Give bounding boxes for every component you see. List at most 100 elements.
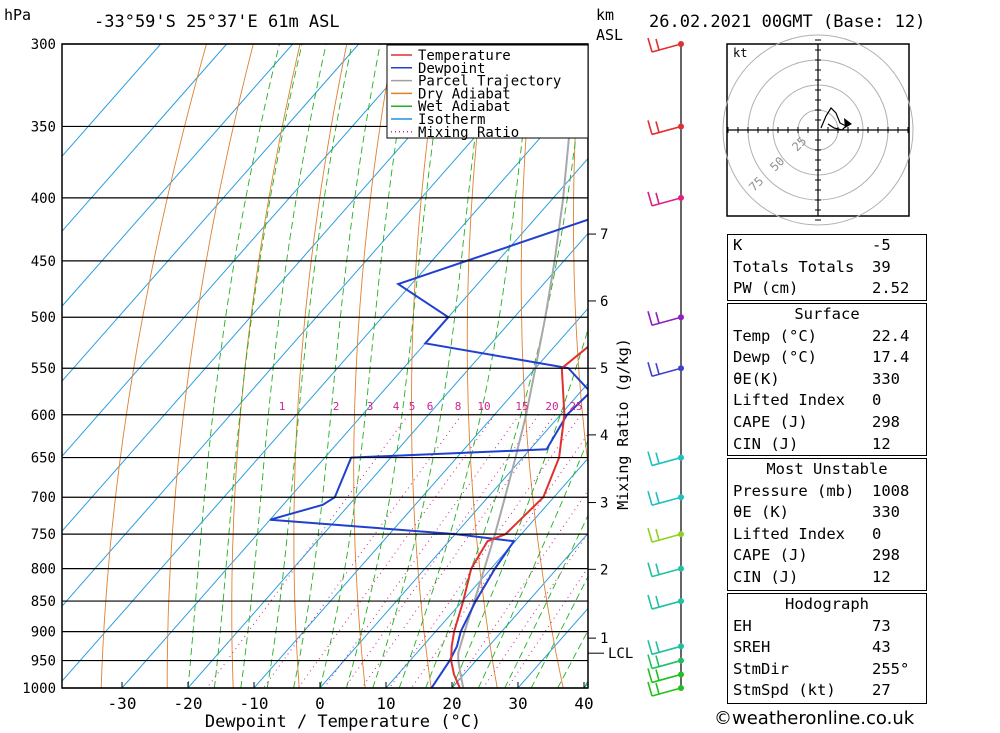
pressure-unit: hPa [4,6,32,24]
table-row: Lifted Index 0 [728,390,926,412]
wind-barb-flag [647,681,653,697]
wind-barb-shaft [651,687,682,697]
pressure-tick-label: 750 [31,527,56,543]
wind-barb-flag [655,682,660,695]
storm-motion-arrow [844,118,852,128]
table-row: θE(K) 330 [728,369,926,391]
pressure-tick-label: 850 [31,594,56,610]
temperature-tick-label: -20 [174,694,203,713]
row-value: 17.4 [872,348,910,367]
wind-barb [647,311,684,327]
wind-barb-shaft [651,43,682,53]
wind-barb-flag [655,312,660,324]
height-tick-label: 1 [600,631,608,647]
wind-barb-shaft [651,600,682,610]
wind-barb-flag [647,37,653,53]
table-title: Surface [794,305,860,323]
wind-barb-flag [655,363,660,375]
row-value: 0 [872,524,882,543]
table-title: Most Unstable [766,460,888,478]
station-location: -33°59'S 25°37'E 61m ASL [94,12,340,32]
row-label: Temp (°C) [733,326,817,345]
wind-barb [647,120,684,136]
wind-barb-flag [647,490,653,506]
wind-barb [647,191,684,207]
row-value: 298 [872,546,900,565]
pressure-tick-label: 350 [31,119,56,135]
row-label: EH [733,616,752,635]
hodograph-unit: kt [733,46,747,60]
dry-adiabat-line [624,44,695,688]
row-value: 330 [872,369,900,388]
table-row: K -5 [728,235,926,257]
mixing-ratio-tick-label: 10 [477,400,490,413]
legend-label: Wet Adiabat [418,99,511,115]
row-value: 12 [872,567,891,586]
isotherm-line [62,44,360,382]
table-row: CIN (J) 12 [728,434,926,456]
mixing-ratio-tick-label: 3 [367,400,374,413]
isotherm-line [62,44,426,457]
row-value: 73 [872,616,891,635]
row-value: 255° [872,659,910,678]
row-label: θE (K) [733,503,789,522]
pressure-tick-label: 500 [31,310,56,326]
isotherm-line [62,44,162,157]
dry-adiabat-line [166,44,254,688]
wind-barb-flag [647,120,653,135]
temperature-tick-label: -30 [108,694,137,713]
wind-barb-flag [647,311,653,326]
wind-barb [647,668,684,684]
wind-barb [647,654,684,670]
table-row: Dewp (°C) 17.4 [728,347,926,369]
wind-barb-flag [647,668,653,683]
row-value: 27 [872,681,891,700]
row-value: 298 [872,412,900,431]
row-label: θE(K) [733,369,780,388]
mixing-ratio-tick-label: 2 [333,400,340,413]
wind-barb-flag [647,451,653,466]
table-row: CAPE (J) 298 [728,545,926,567]
row-value: 39 [872,257,891,276]
plot-frame [61,43,589,689]
isotherm-line [62,44,294,307]
row-value: 1008 [872,481,910,500]
indices-table: K -5 Totals Totals 39 PW (cm) 2.52 [727,234,927,301]
table-row: θE (K) 330 [728,502,926,524]
wind-barb-flag [655,655,660,667]
pressure-tick-label: 600 [31,408,56,424]
row-label: SREH [733,638,771,657]
row-value: 2.52 [872,279,910,298]
temperature-tick-label: -10 [240,694,269,713]
table-row: StmDir 255° [728,659,926,681]
most-unstable-table: Most Unstable Pressure (mb) 1008 θE (K) 330 L… [727,458,927,591]
wind-barb-flag [655,38,660,51]
legend-label: Parcel Trajectory [418,74,561,90]
wind-barb-shaft [651,496,682,506]
temperature-tick-label: 10 [376,694,395,713]
mixing-ratio-line [323,414,520,688]
wind-barb [647,594,684,610]
wind-barb-flag [655,563,660,575]
wet-adiabat-line [187,44,280,688]
row-label: Totals Totals [733,257,855,276]
row-label: Pressure (mb) [733,481,855,500]
wind-barb [647,527,684,543]
wind-barb [647,640,684,656]
table-row: Totals Totals 39 [728,257,926,279]
wind-barb-flag [647,562,653,577]
wind-barb-flag [647,361,653,377]
mixing-ratio-line [482,532,588,688]
temperature-tick-label: 40 [574,694,593,713]
height-tick-label: 7 [600,227,608,243]
row-label: StmDir [733,659,789,678]
wind-barb-flag [647,654,653,669]
wet-adiabat-line [372,44,488,688]
wind-barb-flag [655,452,660,464]
row-label: PW (cm) [733,279,799,298]
legend-label: Dry Adiabat [418,86,511,102]
row-label: CIN (J) [733,567,799,586]
wet-adiabat-line [398,44,534,688]
isotherm-line [517,607,588,688]
row-label: CIN (J) [733,434,799,453]
